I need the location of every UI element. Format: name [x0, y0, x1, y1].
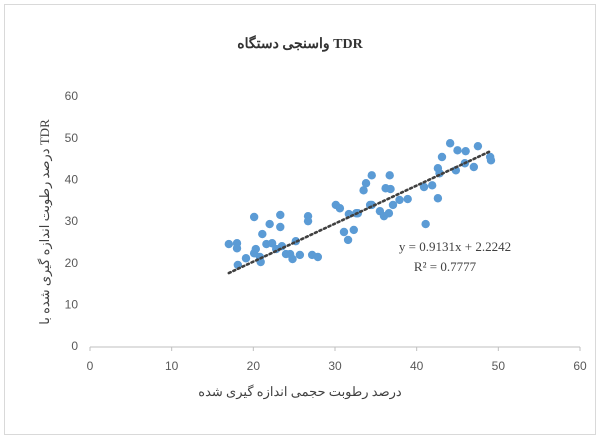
x-tick-label: 20	[247, 359, 261, 373]
chart-title: واسنجی دستگاه TDR	[237, 35, 363, 52]
point	[403, 194, 412, 204]
x-tick-label: 0	[87, 359, 94, 373]
r-squared: R² = 0.7777	[414, 259, 477, 274]
point	[339, 227, 349, 237]
point	[276, 210, 285, 220]
point	[361, 179, 371, 188]
x-tick-label: 30	[328, 359, 342, 373]
point	[395, 195, 404, 205]
point	[303, 216, 313, 226]
y-tick-label: 40	[65, 173, 79, 187]
point	[388, 200, 398, 210]
point	[469, 162, 479, 172]
x-tick-label: 50	[492, 359, 506, 373]
point	[295, 250, 305, 260]
point	[367, 171, 376, 180]
point	[473, 141, 483, 151]
point	[349, 225, 358, 235]
x-tick-label: 10	[165, 359, 179, 373]
point	[343, 235, 353, 245]
point	[267, 239, 277, 248]
point	[224, 239, 234, 249]
point	[288, 254, 297, 264]
point	[437, 152, 447, 162]
point	[276, 222, 285, 232]
y-tick-label: 20	[65, 256, 79, 270]
point	[486, 156, 496, 165]
point	[265, 219, 274, 229]
point	[241, 254, 251, 263]
point	[313, 252, 323, 262]
point	[433, 194, 443, 203]
chart-frame	[4, 4, 596, 435]
point	[249, 212, 259, 222]
x-tick-label: 60	[573, 359, 587, 373]
trend-equation: y = 0.9131x + 2.2242	[399, 239, 511, 254]
trendline	[227, 149, 493, 275]
x-axis-label: درصد رطوبت حجمی اندازه گیری شده	[198, 384, 402, 400]
point	[461, 146, 470, 156]
point	[453, 146, 462, 155]
y-axis-label: درصد رطوبت اندازه گیری شده با TDR	[37, 119, 53, 325]
point	[385, 171, 394, 180]
point	[386, 184, 395, 194]
point	[445, 139, 455, 148]
point	[232, 244, 242, 253]
point	[421, 219, 430, 229]
point	[359, 186, 368, 195]
point	[427, 181, 437, 190]
x-tick-label: 40	[410, 359, 424, 373]
y-tick-label: 60	[65, 89, 79, 103]
y-tick-label: 50	[65, 131, 79, 145]
y-tick-label: 0	[71, 339, 78, 353]
point	[419, 182, 429, 192]
point	[258, 229, 267, 239]
y-tick-label: 10	[65, 298, 79, 312]
point	[335, 204, 345, 213]
y-tick-label: 30	[65, 214, 79, 228]
point	[251, 244, 260, 254]
point	[384, 209, 394, 218]
